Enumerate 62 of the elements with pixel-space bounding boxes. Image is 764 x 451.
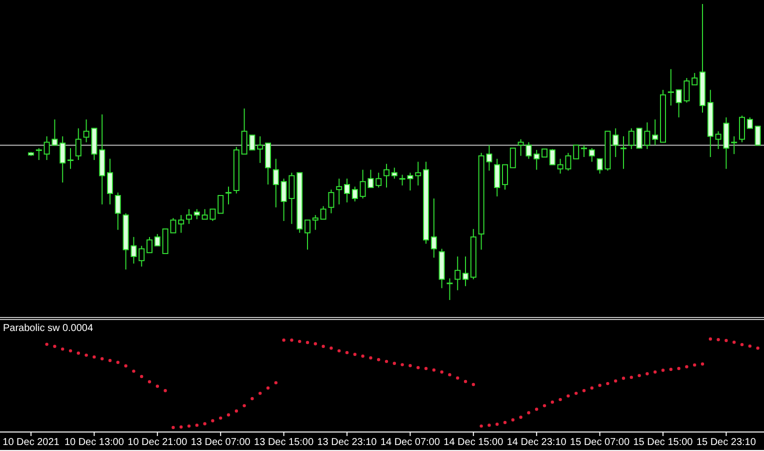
candlestick [186, 208, 192, 224]
candlestick [731, 136, 738, 155]
candlestick [138, 245, 145, 268]
candlestick [384, 163, 390, 188]
candlestick [154, 233, 160, 246]
candlestick [146, 236, 152, 254]
candlestick [668, 68, 674, 106]
candlestick [652, 118, 658, 146]
candlestick [218, 195, 224, 214]
candlestick [376, 172, 382, 188]
chart-title: Parabolic sw 0.0004 [3, 323, 94, 334]
x-tick-label: 14 Dec 07:00 [380, 437, 440, 448]
candlestick [320, 206, 326, 220]
candlestick [612, 128, 619, 158]
candlestick [739, 115, 745, 143]
candlestick [754, 126, 761, 146]
x-tick-label: 14 Dec 15:00 [444, 437, 504, 448]
candlestick [107, 158, 113, 205]
x-tick-label: 15 Dec 23:10 [696, 437, 756, 448]
candlestick [573, 144, 580, 160]
candlestick [510, 148, 516, 168]
x-tick-label: 10 Dec 13:00 [64, 437, 124, 448]
candlestick [534, 149, 540, 170]
x-tick-label: 10 Dec 2021 [2, 437, 60, 448]
candlestick [75, 128, 82, 160]
candlestick [336, 178, 342, 205]
candlestick [226, 186, 232, 205]
candlestick [344, 178, 350, 203]
candlestick [454, 256, 461, 291]
candlestick [60, 136, 66, 183]
candlestick [494, 158, 500, 197]
candlestick [114, 192, 121, 230]
candlestick [446, 278, 453, 300]
candlestick [628, 128, 634, 150]
candlestick [430, 198, 437, 258]
candlestick [391, 167, 398, 180]
candlestick [272, 158, 279, 208]
candlestick [328, 189, 334, 214]
candlestick [178, 214, 184, 234]
x-tick-label: 13 Dec 23:10 [317, 437, 378, 448]
candlestick [620, 136, 626, 170]
candlestick [746, 116, 753, 129]
x-tick-label: 15 Dec 07:00 [570, 437, 630, 448]
candlestick [312, 214, 318, 230]
candlestick [352, 186, 358, 202]
candlestick [581, 144, 587, 158]
candlestick [502, 164, 508, 190]
candlestick [68, 148, 74, 170]
candlestick [194, 208, 200, 220]
x-tick-label: 14 Dec 23:10 [506, 437, 567, 448]
candlestick [588, 148, 595, 162]
x-tick-label: 13 Dec 07:00 [190, 437, 251, 448]
x-tick-label: 15 Dec 15:00 [633, 437, 694, 448]
candlestick [36, 148, 42, 160]
candlestick [462, 256, 468, 287]
candlestick [304, 220, 310, 250]
candlestick [415, 161, 422, 186]
x-tick-label: 13 Dec 15:00 [254, 437, 314, 448]
x-tick-label: 10 Dec 21:00 [128, 437, 188, 448]
candlestick [692, 72, 698, 86]
candlestick [257, 136, 264, 164]
candlestick [549, 148, 556, 166]
